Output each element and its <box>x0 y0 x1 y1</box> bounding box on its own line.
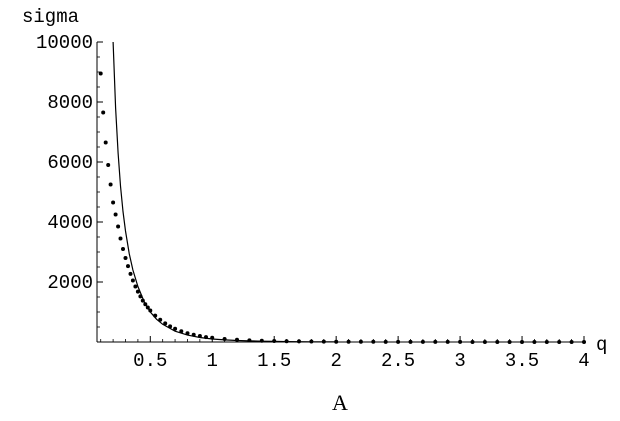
data-point <box>495 340 500 344</box>
data-point <box>358 339 363 344</box>
data-point <box>482 340 487 344</box>
data-point <box>168 324 173 329</box>
data-point <box>111 200 116 205</box>
data-point <box>520 340 524 344</box>
data-point <box>135 289 140 294</box>
data-point <box>470 340 475 344</box>
data-point <box>130 278 135 283</box>
data-point <box>222 337 227 341</box>
y-ticks: 2000 4000 6000 8000 10000 <box>36 32 103 328</box>
curve-layer <box>112 41 337 343</box>
series-curve <box>112 41 337 343</box>
chart-caption: A <box>332 390 348 415</box>
data-point <box>383 339 388 344</box>
y-tick-label: 2000 <box>47 272 93 294</box>
x-axis-label: q <box>596 334 607 356</box>
data-point <box>346 339 351 344</box>
data-point <box>133 284 138 289</box>
data-point <box>284 339 289 344</box>
data-point <box>210 335 215 340</box>
data-point <box>101 110 106 115</box>
y-tick-label: 4000 <box>47 212 93 234</box>
data-point <box>126 264 130 269</box>
data-point <box>544 340 549 344</box>
data-point <box>173 326 178 331</box>
x-tick-label: 4 <box>578 350 589 372</box>
data-point <box>259 338 264 343</box>
data-point <box>148 308 153 313</box>
data-point <box>116 224 121 229</box>
data-point <box>103 140 108 145</box>
data-point <box>140 298 145 303</box>
data-point <box>321 339 326 344</box>
x-tick-label: 2.5 <box>381 350 415 372</box>
data-point <box>163 321 168 326</box>
data-point <box>557 340 562 344</box>
y-tick-label: 8000 <box>47 92 93 114</box>
data-point <box>235 337 239 342</box>
axes <box>96 42 586 343</box>
data-point <box>138 294 143 299</box>
data-point <box>458 339 463 344</box>
data-point <box>153 313 158 318</box>
data-point <box>272 339 277 343</box>
data-point <box>145 305 150 310</box>
x-tick-label: 1 <box>207 350 218 372</box>
data-point <box>532 340 537 344</box>
data-point <box>309 339 314 344</box>
data-point <box>297 339 301 344</box>
x-tick-label: 0.5 <box>133 350 167 372</box>
x-tick-label: 1.5 <box>257 350 291 372</box>
data-point <box>185 331 190 336</box>
x-tick-label: 3.5 <box>505 350 539 372</box>
data-point <box>197 334 202 338</box>
data-point <box>371 339 376 344</box>
x-ticks: 0.5 1 1.5 2 2.5 3 3.5 4 <box>100 336 590 372</box>
data-point <box>106 163 111 167</box>
data-point <box>396 339 401 344</box>
data-point <box>118 236 123 241</box>
x-tick-label: 2 <box>330 350 341 372</box>
data-point <box>334 339 339 344</box>
data-point <box>569 340 574 344</box>
y-axis-label: sigma <box>22 6 79 28</box>
data-point <box>507 340 512 344</box>
y-tick-label: 6000 <box>47 152 93 174</box>
data-point <box>445 339 450 344</box>
data-point <box>582 340 586 344</box>
data-point <box>123 256 128 260</box>
y-tick-label: 10000 <box>36 32 93 54</box>
x-tick-label: 3 <box>454 350 465 372</box>
data-point <box>247 338 252 343</box>
data-point <box>433 339 438 344</box>
data-point <box>108 182 113 187</box>
data-point <box>128 271 133 276</box>
data-point <box>113 212 118 217</box>
data-point <box>204 335 208 340</box>
data-point <box>98 71 103 76</box>
data-point <box>420 339 425 344</box>
data-point <box>191 332 196 337</box>
points-layer <box>98 71 586 344</box>
data-point <box>408 339 413 344</box>
data-point <box>121 247 125 251</box>
data-point <box>143 302 148 307</box>
data-point <box>179 329 184 334</box>
data-point <box>158 317 163 322</box>
